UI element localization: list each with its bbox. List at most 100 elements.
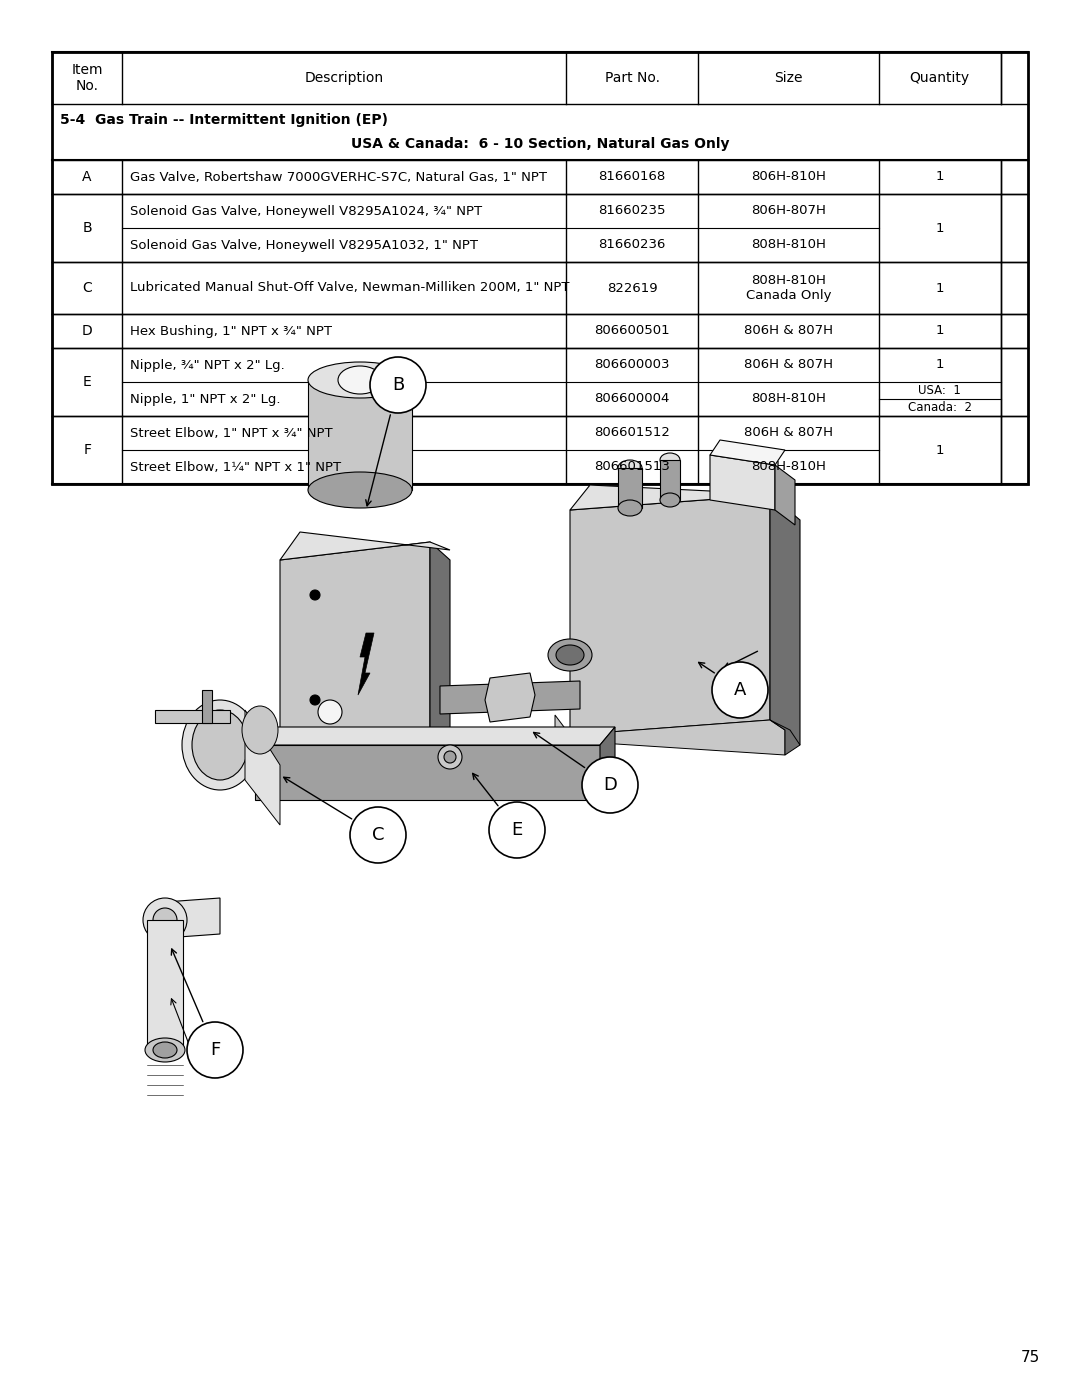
Polygon shape (618, 468, 642, 509)
Text: Description: Description (305, 71, 383, 85)
Text: F: F (210, 1041, 220, 1059)
Circle shape (318, 700, 342, 724)
Polygon shape (570, 495, 770, 735)
Polygon shape (770, 495, 800, 745)
Polygon shape (147, 921, 183, 1051)
Text: 1: 1 (935, 324, 944, 338)
Text: Nipple, ¾" NPT x 2" Lg.: Nipple, ¾" NPT x 2" Lg. (131, 359, 285, 372)
Text: Solenoid Gas Valve, Honeywell V8295A1032, 1" NPT: Solenoid Gas Valve, Honeywell V8295A1032… (131, 239, 478, 251)
Text: 806601512: 806601512 (594, 426, 671, 440)
Polygon shape (308, 380, 411, 490)
Polygon shape (430, 542, 450, 760)
Polygon shape (555, 715, 785, 754)
Text: Item
No.: Item No. (71, 63, 103, 94)
Circle shape (489, 802, 545, 858)
Text: 808H-810H
Canada Only: 808H-810H Canada Only (745, 274, 832, 302)
Polygon shape (775, 465, 795, 525)
Circle shape (310, 694, 320, 705)
Text: A: A (733, 680, 746, 698)
Text: C: C (82, 281, 92, 295)
Text: 806H-810H: 806H-810H (751, 170, 826, 183)
Text: C: C (372, 826, 384, 844)
Polygon shape (255, 726, 615, 745)
Text: 808H-810H: 808H-810H (751, 239, 826, 251)
Polygon shape (570, 485, 789, 510)
Polygon shape (255, 745, 600, 800)
Circle shape (350, 807, 406, 863)
Polygon shape (710, 455, 775, 510)
Circle shape (310, 590, 320, 599)
Polygon shape (485, 673, 535, 722)
Text: Canada:  2: Canada: 2 (907, 401, 972, 414)
Polygon shape (202, 690, 212, 724)
Circle shape (370, 358, 426, 414)
Text: USA:  1: USA: 1 (918, 384, 961, 397)
Text: A: A (82, 170, 92, 184)
Ellipse shape (338, 366, 382, 394)
Text: 808H-810H: 808H-810H (751, 393, 826, 405)
Text: 806600004: 806600004 (595, 393, 670, 405)
Polygon shape (245, 710, 280, 826)
Text: 822619: 822619 (607, 282, 658, 295)
Text: Lubricated Manual Shut-Off Valve, Newman-Milliken 200M, 1" NPT: Lubricated Manual Shut-Off Valve, Newman… (131, 282, 570, 295)
Ellipse shape (548, 638, 592, 671)
Text: Street Elbow, 1" NPT x ¾" NPT: Street Elbow, 1" NPT x ¾" NPT (131, 426, 333, 440)
Text: 806601513: 806601513 (594, 461, 671, 474)
Text: 5-4  Gas Train -- Intermittent Ignition (EP): 5-4 Gas Train -- Intermittent Ignition (… (60, 113, 388, 127)
Text: D: D (603, 775, 617, 793)
Text: Size: Size (774, 71, 802, 85)
Polygon shape (156, 710, 230, 724)
Circle shape (187, 1023, 243, 1078)
Text: 1: 1 (935, 170, 944, 183)
Text: E: E (83, 374, 92, 388)
Polygon shape (600, 726, 615, 800)
Text: Nipple, 1" NPT x 2" Lg.: Nipple, 1" NPT x 2" Lg. (131, 393, 281, 405)
Polygon shape (357, 633, 374, 694)
Text: Part No.: Part No. (605, 71, 660, 85)
Circle shape (444, 752, 456, 763)
Text: D: D (82, 324, 93, 338)
Ellipse shape (153, 908, 177, 932)
Text: B: B (82, 221, 92, 235)
Polygon shape (660, 460, 680, 500)
Circle shape (438, 745, 462, 768)
Ellipse shape (145, 1038, 185, 1062)
Text: F: F (83, 443, 91, 457)
Text: 1: 1 (935, 222, 944, 235)
Ellipse shape (308, 362, 411, 398)
Text: 81660168: 81660168 (598, 170, 666, 183)
Text: USA & Canada:  6 - 10 Section, Natural Gas Only: USA & Canada: 6 - 10 Section, Natural Ga… (351, 137, 729, 151)
Ellipse shape (660, 453, 680, 467)
Ellipse shape (143, 898, 187, 942)
Polygon shape (440, 680, 580, 714)
Ellipse shape (660, 493, 680, 507)
Text: 806600003: 806600003 (594, 359, 670, 372)
Ellipse shape (183, 700, 258, 789)
Text: 806H & 807H: 806H & 807H (744, 426, 833, 440)
Text: Gas Valve, Robertshaw 7000GVERHC-S7C, Natural Gas, 1" NPT: Gas Valve, Robertshaw 7000GVERHC-S7C, Na… (131, 170, 548, 183)
Ellipse shape (618, 500, 642, 515)
Text: 808H-810H: 808H-810H (751, 461, 826, 474)
Text: 81660235: 81660235 (598, 204, 666, 218)
Text: 806H & 807H: 806H & 807H (744, 359, 833, 372)
Text: B: B (392, 376, 404, 394)
Ellipse shape (556, 645, 584, 665)
Text: 806H & 807H: 806H & 807H (744, 324, 833, 338)
Ellipse shape (618, 460, 642, 476)
Polygon shape (280, 542, 430, 760)
Text: Hex Bushing, 1" NPT x ¾" NPT: Hex Bushing, 1" NPT x ¾" NPT (131, 324, 333, 338)
Text: 806H-807H: 806H-807H (751, 204, 826, 218)
Text: Solenoid Gas Valve, Honeywell V8295A1024, ¾" NPT: Solenoid Gas Valve, Honeywell V8295A1024… (131, 204, 483, 218)
Text: 1: 1 (935, 359, 944, 372)
Ellipse shape (153, 1042, 177, 1058)
Text: 1: 1 (935, 282, 944, 295)
Ellipse shape (242, 705, 278, 754)
Circle shape (582, 757, 638, 813)
Polygon shape (770, 719, 800, 754)
Text: 81660236: 81660236 (598, 239, 666, 251)
Ellipse shape (308, 472, 411, 509)
Text: E: E (511, 821, 523, 840)
Bar (52, 52, 1028, 483)
Text: Quantity: Quantity (909, 71, 970, 85)
Polygon shape (165, 898, 220, 937)
